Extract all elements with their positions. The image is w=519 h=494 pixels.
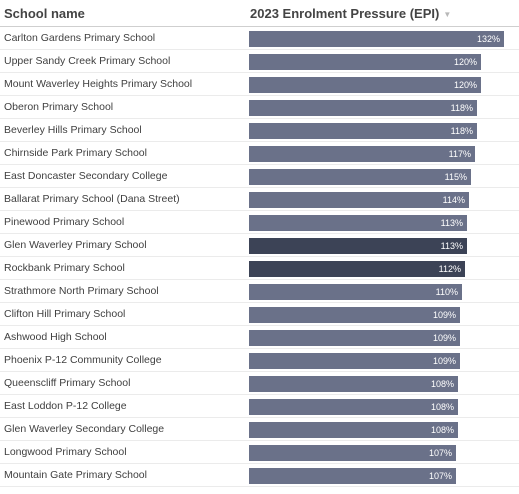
- table-row[interactable]: Longwood Primary School 107%: [0, 441, 519, 464]
- sort-desc-icon[interactable]: ▼: [443, 10, 452, 19]
- table-row[interactable]: Strathmore North Primary School 110%: [0, 280, 519, 303]
- epi-bar: 113%: [249, 215, 467, 231]
- table-row[interactable]: Pinewood Primary School 113%: [0, 211, 519, 234]
- table-row[interactable]: East Loddon P-12 College 108%: [0, 395, 519, 418]
- table-row[interactable]: Queenscliff Primary School 108%: [0, 372, 519, 395]
- epi-value-label: 108%: [430, 425, 454, 435]
- header-divider: [0, 26, 519, 27]
- epi-bar: 118%: [249, 100, 477, 116]
- epi-value-label: 120%: [453, 80, 477, 90]
- epi-bar: 109%: [249, 353, 460, 369]
- school-name: Queenscliff Primary School: [4, 377, 131, 389]
- epi-bar: 117%: [249, 146, 475, 162]
- school-name: Glen Waverley Secondary College: [4, 423, 165, 435]
- school-name: Rockbank Primary School: [4, 262, 125, 274]
- table-row[interactable]: East Doncaster Secondary College 115%: [0, 165, 519, 188]
- epi-value-label: 113%: [440, 218, 463, 228]
- epi-bar: 109%: [249, 307, 460, 323]
- table-row[interactable]: Oberon Primary School 118%: [0, 96, 519, 119]
- school-name: Pinewood Primary School: [4, 216, 125, 228]
- table-row[interactable]: Chirnside Park Primary School 117%: [0, 142, 519, 165]
- school-name: Beverley Hills Primary School: [4, 124, 142, 136]
- table-row[interactable]: Glen Waverley Secondary College 108%: [0, 418, 519, 441]
- table-row[interactable]: Mountain Gate Primary School 107%: [0, 464, 519, 487]
- epi-value-label: 113%: [440, 241, 463, 251]
- table-row[interactable]: Clifton Hill Primary School 109%: [0, 303, 519, 326]
- table-row[interactable]: Mount Waverley Heights Primary School 120…: [0, 73, 519, 96]
- school-name: Ballarat Primary School (Dana Street): [4, 193, 180, 205]
- school-name: Mountain Gate Primary School: [4, 469, 147, 481]
- epi-bar: 109%: [249, 330, 460, 346]
- epi-bar: 120%: [249, 77, 481, 93]
- school-name: Upper Sandy Creek Primary School: [4, 55, 171, 67]
- school-name: Clifton Hill Primary School: [4, 308, 126, 320]
- table-row[interactable]: Ballarat Primary School (Dana Street) 114…: [0, 188, 519, 211]
- school-name: Glen Waverley Primary School: [4, 239, 147, 251]
- school-name: East Doncaster Secondary College: [4, 170, 168, 182]
- epi-bar: 120%: [249, 54, 481, 70]
- epi-bar: 108%: [249, 422, 458, 438]
- epi-header-label: 2023 Enrolment Pressure (EPI): [250, 6, 440, 21]
- epi-value-label: 112%: [438, 264, 461, 274]
- table-row[interactable]: Phoenix P-12 Community College 109%: [0, 349, 519, 372]
- school-name: Phoenix P-12 Community College: [4, 354, 162, 366]
- table-row[interactable]: Rockbank Primary School 112%: [0, 257, 519, 280]
- school-name: Carlton Gardens Primary School: [4, 32, 156, 44]
- school-name: Ashwood High School: [4, 331, 107, 343]
- table-row[interactable]: Ashwood High School 109%: [0, 326, 519, 349]
- school-name: Oberon Primary School: [4, 101, 114, 113]
- epi-value-label: 120%: [453, 57, 477, 67]
- epi-bar: 115%: [249, 169, 471, 185]
- epi-bar: 110%: [249, 284, 462, 300]
- epi-bar: 107%: [249, 468, 456, 484]
- epi-value-label: 108%: [430, 402, 454, 412]
- epi-bar: 108%: [249, 399, 458, 415]
- epi-bar: 113%: [249, 238, 467, 254]
- epi-bar: 132%: [249, 31, 504, 47]
- epi-value-label: 117%: [448, 149, 471, 159]
- school-name: Longwood Primary School: [4, 446, 127, 458]
- epi-value-label: 114%: [442, 195, 465, 205]
- epi-bar: 114%: [249, 192, 469, 208]
- table-row[interactable]: Carlton Gardens Primary School 132%: [0, 27, 519, 50]
- table-row[interactable]: Upper Sandy Creek Primary School 120%: [0, 50, 519, 73]
- school-name-header[interactable]: School name: [4, 6, 85, 21]
- table-row[interactable]: Beverley Hills Primary School 118%: [0, 119, 519, 142]
- epi-value-label: 109%: [432, 333, 456, 343]
- epi-value-label: 110%: [435, 287, 458, 297]
- epi-value-label: 109%: [432, 356, 456, 366]
- epi-value-label: 109%: [432, 310, 456, 320]
- table-row[interactable]: Glen Waverley Primary School 113%: [0, 234, 519, 257]
- school-name: Strathmore North Primary School: [4, 285, 159, 297]
- epi-bar: 108%: [249, 376, 458, 392]
- epi-value-label: 118%: [450, 126, 473, 136]
- epi-header[interactable]: 2023 Enrolment Pressure (EPI) ▼: [250, 0, 451, 27]
- school-name: Chirnside Park Primary School: [4, 147, 147, 159]
- epi-bar: 118%: [249, 123, 477, 139]
- epi-value-label: 107%: [428, 471, 452, 481]
- epi-bar: 112%: [249, 261, 465, 277]
- epi-value-label: 132%: [476, 34, 500, 44]
- school-name: Mount Waverley Heights Primary School: [4, 78, 193, 90]
- epi-value-label: 115%: [444, 172, 467, 182]
- epi-value-label: 107%: [428, 448, 452, 458]
- epi-bar: 107%: [249, 445, 456, 461]
- school-name: East Loddon P-12 College: [4, 400, 127, 412]
- epi-value-label: 108%: [430, 379, 454, 389]
- epi-value-label: 118%: [450, 103, 473, 113]
